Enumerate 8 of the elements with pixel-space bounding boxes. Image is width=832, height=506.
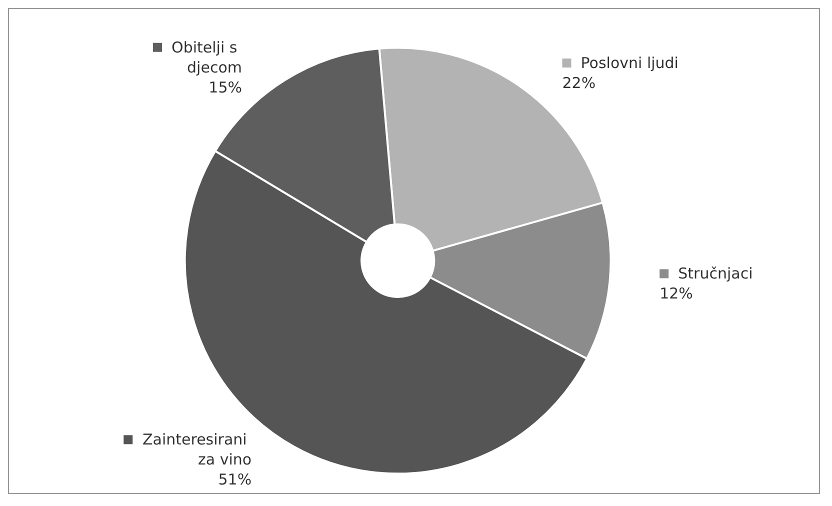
legend-label: Stručnjaci: [668, 264, 753, 283]
legend-label: Poslovni ljudi: [571, 54, 678, 72]
data-label: 51%: [218, 470, 252, 489]
legend-label: Zainteresirani za vino: [132, 430, 252, 469]
legend-label: Obitelji s djecom: [162, 38, 242, 76]
data-label: 22%: [562, 74, 596, 92]
data-label: 15%: [208, 78, 242, 96]
data-label: 12%: [660, 284, 693, 303]
